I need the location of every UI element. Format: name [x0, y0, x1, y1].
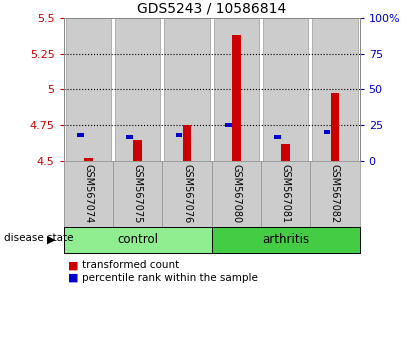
Bar [232, 35, 241, 161]
Text: ▶: ▶ [47, 235, 55, 245]
Text: transformed count: transformed count [82, 261, 180, 270]
Title: GDS5243 / 10586814: GDS5243 / 10586814 [137, 1, 286, 15]
Text: GSM567080: GSM567080 [231, 164, 241, 223]
Bar [274, 135, 281, 139]
Bar [126, 136, 133, 139]
Bar [84, 158, 93, 161]
Text: GSM567082: GSM567082 [330, 164, 340, 223]
Bar [182, 125, 192, 161]
Text: percentile rank within the sample: percentile rank within the sample [82, 273, 258, 283]
Text: GSM567074: GSM567074 [83, 164, 93, 223]
Bar [133, 140, 142, 161]
Text: GSM567076: GSM567076 [182, 164, 192, 223]
Text: ■: ■ [68, 273, 79, 283]
Bar [77, 132, 84, 137]
Bar [225, 122, 232, 126]
Bar [281, 144, 290, 161]
Bar [175, 132, 182, 137]
Text: GSM567081: GSM567081 [281, 164, 291, 223]
Text: ■: ■ [68, 261, 79, 270]
Bar [330, 93, 339, 161]
Text: disease state: disease state [4, 233, 74, 243]
Text: GSM567075: GSM567075 [133, 164, 143, 223]
Bar [66, 18, 111, 161]
Bar [164, 18, 210, 161]
Text: arthritis: arthritis [262, 233, 309, 246]
Bar [323, 130, 330, 134]
Bar [214, 18, 259, 161]
Bar [312, 18, 358, 161]
Text: control: control [117, 233, 158, 246]
Bar [115, 18, 160, 161]
Bar [263, 18, 308, 161]
